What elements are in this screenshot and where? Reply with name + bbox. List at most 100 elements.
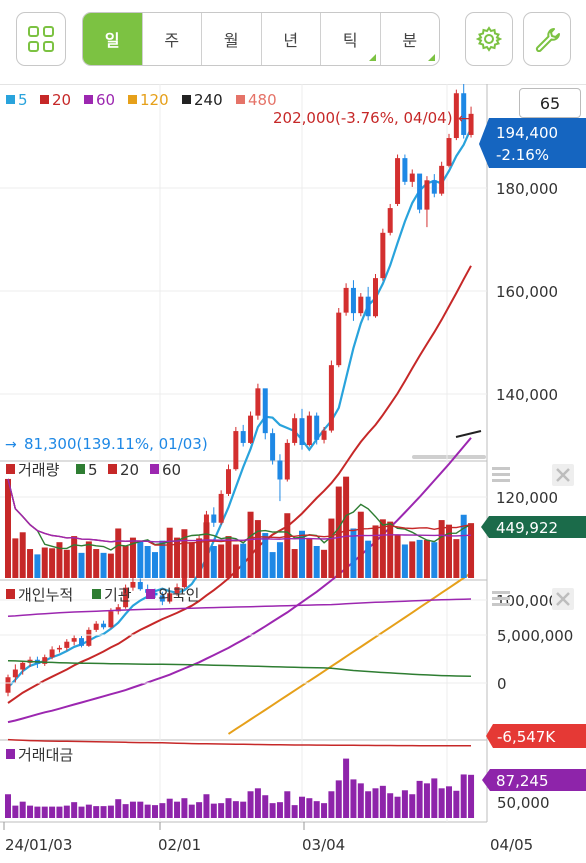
period-tab-0[interactable]: 일	[83, 13, 143, 65]
candle-body	[328, 365, 334, 431]
period-tab-label: 분	[402, 31, 418, 50]
amount-bar	[321, 803, 328, 818]
settings-button[interactable]	[465, 12, 513, 66]
amount-bar	[196, 802, 203, 818]
amount-bar	[379, 785, 386, 818]
candle-body	[395, 158, 401, 204]
candle-body	[181, 571, 187, 588]
volume-bar	[137, 541, 144, 578]
amount-bar	[254, 788, 261, 818]
panel-menu-icon[interactable]	[492, 467, 510, 482]
volume-bar	[431, 542, 438, 578]
candle-body	[108, 611, 114, 628]
x-axis-label: 03/04	[302, 836, 345, 854]
panel-menu-icon[interactable]	[492, 591, 510, 606]
volume-bar	[365, 540, 372, 578]
volume-bar	[196, 538, 203, 578]
menu-bar-line	[492, 603, 510, 606]
period-tab-label: 틱	[342, 31, 358, 50]
period-tab-3[interactable]: 년	[262, 13, 321, 65]
volume-legend-swatch	[108, 464, 117, 474]
menu-bar-line	[492, 591, 510, 594]
candle-body	[306, 415, 312, 445]
candle-body	[446, 138, 452, 166]
axis-labels: 24/01/03 02/01 03/04 04/05	[3, 822, 533, 854]
volume-bar	[438, 520, 445, 578]
amount-bar	[159, 803, 166, 818]
volume-bar	[210, 545, 217, 578]
amount-bar	[174, 801, 181, 818]
volume-bar	[284, 513, 291, 578]
amount-bar	[350, 779, 357, 818]
volume-bar	[423, 539, 430, 578]
investor-y-tick: 5,000,000	[497, 627, 573, 645]
ma-legend-swatch	[84, 95, 93, 104]
period-tab-5[interactable]: 분	[381, 13, 440, 65]
volume-bar	[115, 528, 122, 578]
investor-badge-value: -6,547K	[497, 728, 556, 746]
candle-body	[284, 442, 290, 480]
volume-legend-swatch	[150, 464, 159, 474]
candle-body	[380, 232, 386, 279]
period-tab-4[interactable]: 틱	[321, 13, 381, 65]
amount-bar	[41, 806, 48, 818]
period-tab-label: 월	[223, 31, 239, 50]
candle-body	[130, 581, 136, 588]
amount-badge-value: 87,245	[496, 772, 549, 790]
volume-bar	[122, 545, 129, 578]
amount-bar	[210, 803, 217, 818]
candle-body	[409, 173, 415, 182]
volume-bar	[166, 527, 173, 578]
amount-bar	[152, 805, 158, 818]
amount-bar	[240, 801, 247, 818]
candle-body	[42, 657, 48, 664]
volume-badge-value: 449,922	[496, 519, 558, 537]
investor-legend-swatch	[6, 589, 15, 599]
candle-body	[417, 173, 423, 210]
amount-bar	[372, 788, 379, 818]
panel-close-icon[interactable]	[552, 464, 574, 486]
candle-body	[5, 677, 11, 693]
investor-legend-label: 개인누적	[18, 586, 73, 604]
menu-bar-line	[492, 597, 510, 600]
dropdown-corner-icon	[368, 54, 376, 61]
volume-bar	[27, 549, 34, 578]
volume-bar	[299, 530, 305, 578]
period-tab-2[interactable]: 월	[202, 13, 262, 65]
amount-bar	[115, 799, 122, 818]
candle-body	[115, 607, 121, 612]
volume-bar	[232, 544, 239, 578]
stock-chart: 180,000 160,000 140,000 120,000 100,000 5 20 60…	[0, 84, 586, 863]
panel-close-icon[interactable]	[552, 588, 574, 610]
candle-body	[439, 165, 445, 194]
volume-bar	[12, 538, 19, 578]
volume-bar	[468, 523, 475, 578]
candle-body	[343, 287, 349, 313]
volume-bar	[409, 541, 416, 578]
volume-legend-swatch	[76, 464, 85, 474]
period-tab-label: 일	[104, 31, 120, 50]
amount-bar	[343, 758, 350, 818]
candle-body	[277, 460, 283, 480]
volume-bar	[174, 537, 181, 578]
period-tab-1[interactable]: 주	[143, 13, 202, 65]
ma-count-box[interactable]: 65	[519, 88, 581, 118]
ma-legend-label: 60	[96, 91, 115, 109]
volume-legend-label: 60	[162, 461, 181, 479]
candle-body	[49, 649, 55, 658]
amount-bar	[335, 780, 342, 818]
tools-button[interactable]	[523, 12, 571, 66]
volume-legend-label: 5	[88, 461, 98, 479]
grid-menu-button[interactable]	[16, 12, 66, 66]
amount-bar	[232, 801, 239, 818]
amount-bar	[284, 791, 291, 818]
ma-legend-swatch	[236, 95, 245, 104]
investor-line-1	[7, 659, 472, 678]
menu-bar-line	[492, 473, 510, 476]
volume-ma-60	[7, 478, 472, 543]
ma-legend-swatch	[182, 95, 191, 104]
volume-bar	[218, 544, 225, 578]
